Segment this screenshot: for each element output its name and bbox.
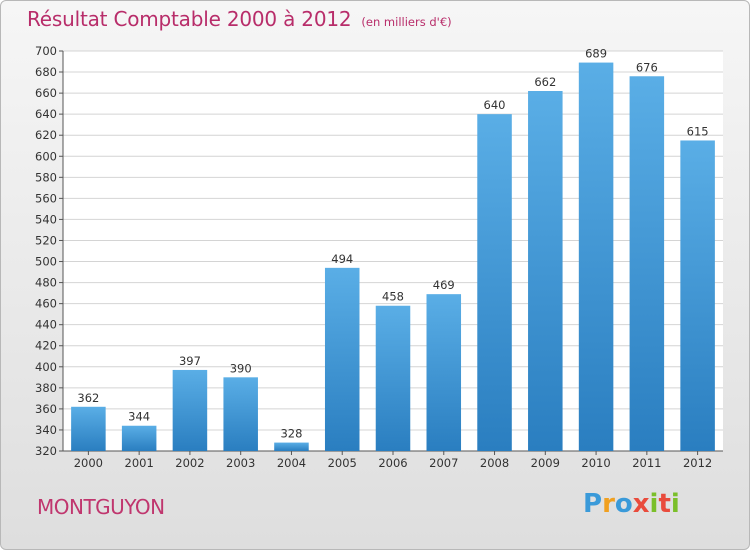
title-row: Résultat Comptable 2000 à 2012 (en millie… bbox=[27, 7, 452, 31]
bar bbox=[426, 294, 462, 451]
y-tick-label: 600 bbox=[35, 149, 57, 163]
bar bbox=[324, 267, 360, 451]
data-label: 662 bbox=[534, 75, 556, 89]
data-label: 328 bbox=[280, 427, 302, 441]
y-tick-label: 700 bbox=[35, 44, 57, 58]
axes: 320 340 360 380 400 420 440 460 480 500 520 540 560 5… bbox=[35, 44, 723, 458]
logo-letter: t bbox=[658, 489, 671, 519]
data-label: 390 bbox=[230, 361, 252, 375]
data-label: 676 bbox=[636, 60, 658, 74]
x-tick-label: 2010 bbox=[581, 456, 610, 470]
x-tick-label: 2003 bbox=[226, 456, 255, 470]
data-label: 397 bbox=[179, 354, 201, 368]
city-name: MONTGUYON bbox=[37, 495, 165, 519]
bar bbox=[223, 377, 258, 451]
bars bbox=[71, 62, 715, 452]
y-tick-label: 480 bbox=[35, 276, 57, 290]
y-tick-label: 400 bbox=[35, 360, 57, 374]
y-tick-label: 500 bbox=[35, 255, 57, 269]
y-tick-label: 460 bbox=[35, 297, 57, 311]
y-tick-label: 440 bbox=[35, 318, 57, 332]
y-tick-label: 380 bbox=[35, 381, 57, 395]
data-label: 458 bbox=[382, 290, 404, 304]
y-tick-label: 620 bbox=[35, 128, 57, 142]
data-label: 494 bbox=[331, 252, 353, 266]
chart-title: Résultat Comptable 2000 à 2012 bbox=[27, 7, 352, 31]
proxiti-logo: Proxiti bbox=[583, 489, 680, 519]
x-tick-label: 2001 bbox=[125, 456, 154, 470]
bar bbox=[375, 305, 411, 451]
logo-letter: r bbox=[602, 489, 615, 519]
x-tick-label: 2009 bbox=[531, 456, 560, 470]
y-tick-label: 320 bbox=[35, 444, 57, 458]
data-label: 615 bbox=[687, 124, 709, 138]
data-label: 362 bbox=[77, 391, 99, 405]
logo-letter: i bbox=[670, 489, 680, 519]
bar bbox=[172, 369, 208, 451]
data-label: 469 bbox=[433, 278, 455, 292]
labels: 2000 362 2001 344 2002 397 2003 390 2004 328 2005 4… bbox=[74, 47, 713, 470]
bar bbox=[528, 91, 563, 451]
y-tick-label: 340 bbox=[35, 423, 57, 437]
logo-letter: o bbox=[614, 489, 633, 519]
bar bbox=[629, 76, 665, 452]
y-tick-label: 660 bbox=[35, 86, 57, 100]
y-tick-label: 680 bbox=[35, 65, 57, 79]
logo-letter: i bbox=[649, 489, 659, 519]
x-tick-label: 2006 bbox=[378, 456, 407, 470]
bar bbox=[578, 62, 614, 451]
bar bbox=[274, 442, 309, 451]
y-tick-label: 580 bbox=[35, 170, 57, 184]
y-tick-label: 520 bbox=[35, 233, 57, 247]
x-tick-label: 2011 bbox=[632, 456, 661, 470]
data-label: 640 bbox=[484, 98, 506, 112]
x-tick-label: 2008 bbox=[480, 456, 509, 470]
x-tick-label: 2012 bbox=[683, 456, 712, 470]
x-tick-label: 2007 bbox=[429, 456, 458, 470]
bar bbox=[71, 406, 106, 451]
bar bbox=[680, 140, 715, 451]
logo-letter: x bbox=[632, 489, 650, 519]
y-tick-label: 540 bbox=[35, 212, 57, 226]
data-label: 689 bbox=[585, 47, 607, 61]
logo-letter: P bbox=[583, 489, 603, 519]
bar bbox=[477, 114, 512, 451]
y-tick-label: 560 bbox=[35, 191, 57, 205]
bar bbox=[121, 425, 157, 451]
x-tick-label: 2002 bbox=[175, 456, 204, 470]
chart-subtitle: (en milliers d'€) bbox=[361, 15, 452, 29]
y-tick-label: 360 bbox=[35, 402, 57, 416]
y-tick-label: 640 bbox=[35, 107, 57, 121]
data-label: 344 bbox=[128, 410, 150, 424]
x-tick-label: 2004 bbox=[277, 456, 306, 470]
x-tick-label: 2005 bbox=[328, 456, 357, 470]
y-tick-label: 420 bbox=[35, 339, 57, 353]
x-tick-label: 2000 bbox=[74, 456, 103, 470]
